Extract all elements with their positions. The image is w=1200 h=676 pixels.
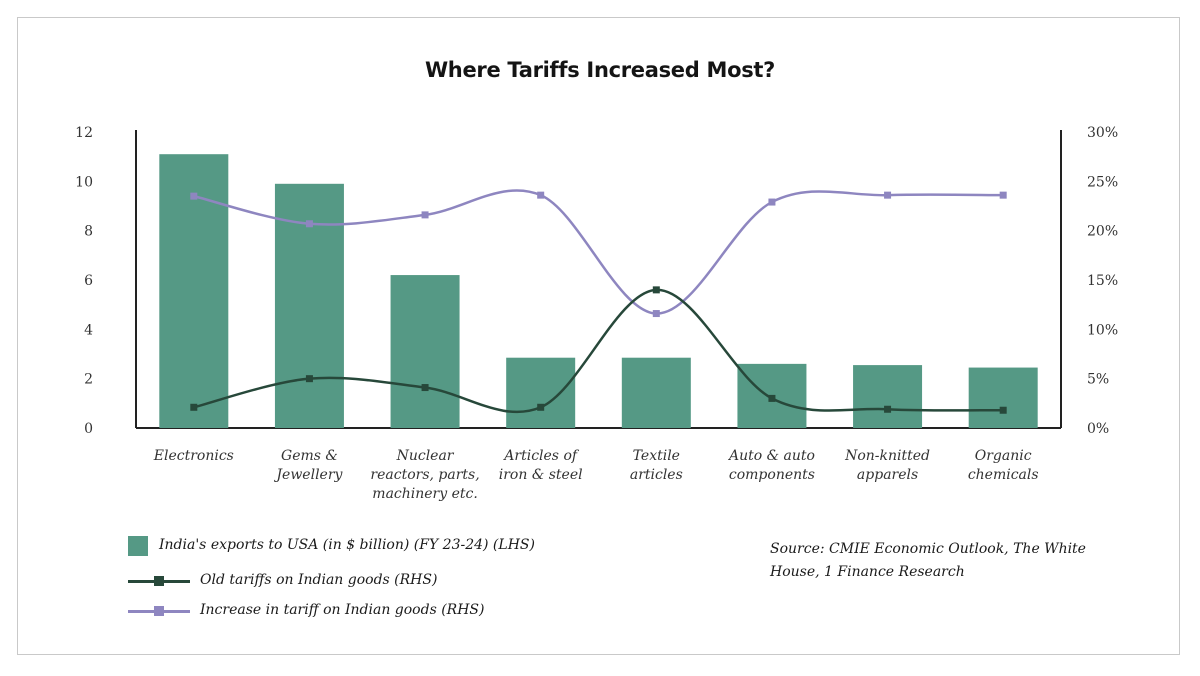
right-tick-label: 30% — [1087, 125, 1118, 141]
category-label: Electronics — [153, 448, 234, 464]
bar — [853, 365, 923, 428]
increase-tariff-point — [421, 211, 429, 219]
category-label: reactors, parts, — [370, 467, 479, 483]
category-label: Non-knitted — [844, 448, 930, 464]
category-label: components — [729, 467, 815, 483]
left-tick-label: 2 — [84, 372, 93, 388]
right-tick-label: 0% — [1087, 421, 1109, 437]
bar — [390, 275, 460, 428]
old-tariff-point — [999, 406, 1007, 414]
increase-tariff-point — [652, 310, 660, 318]
legend-label-exports: India's exports to USA (in $ billion) (F… — [159, 537, 535, 553]
category-label: Organic — [975, 448, 1032, 464]
old-tariff-line — [193, 288, 1004, 414]
category-label: Auto & auto — [727, 448, 815, 464]
right-tick-label: 5% — [1087, 372, 1109, 388]
increase-tariff-line — [193, 189, 1004, 315]
old-tariff-point — [190, 403, 198, 411]
old-tariff-point — [537, 403, 545, 411]
legend: India's exports to USA (in $ billion) (F… — [128, 535, 688, 635]
category-label: Gems & — [281, 448, 338, 464]
left-tick-label: 4 — [84, 322, 93, 338]
legend-old-tariff-swatch — [128, 576, 190, 586]
bar — [968, 367, 1038, 428]
old-tariff-point — [421, 384, 429, 392]
legend-bar-swatch — [128, 536, 148, 556]
right-tick-label: 25% — [1087, 174, 1118, 190]
increase-tariff-point — [305, 220, 313, 228]
old-tariff-point — [305, 375, 313, 383]
right-tick-label: 10% — [1087, 322, 1118, 338]
category-label: articles — [630, 467, 683, 483]
legend-label-old-tariff: Old tariffs on Indian goods (RHS) — [200, 572, 438, 588]
category-label: iron & steel — [499, 467, 583, 483]
category-label: apparels — [857, 467, 918, 483]
left-tick-label: 8 — [84, 224, 93, 240]
category-label: Jewellery — [273, 467, 343, 483]
right-tick-label: 15% — [1087, 273, 1118, 289]
source-note: Source: CMIE Economic Outlook, The White… — [770, 541, 1086, 580]
legend-label-increase-tariff: Increase in tariff on Indian goods (RHS) — [200, 602, 485, 618]
old-tariff-point — [652, 286, 660, 294]
category-label: chemicals — [968, 467, 1039, 483]
legend-increase-tariff-swatch — [128, 606, 190, 616]
left-tick-label: 0 — [84, 421, 93, 437]
old-tariff-point — [768, 394, 776, 402]
bar — [506, 357, 576, 428]
category-label: Nuclear — [396, 448, 455, 464]
increase-tariff-point — [537, 191, 545, 199]
left-tick-label: 12 — [75, 125, 93, 141]
old-tariff-point — [884, 405, 892, 413]
bar — [159, 154, 229, 428]
category-label: Textile — [633, 448, 680, 464]
bar — [621, 357, 691, 428]
category-label: machinery etc. — [372, 486, 478, 502]
right-tick-label: 20% — [1087, 224, 1118, 240]
chart-title: Where Tariffs Increased Most? — [424, 58, 776, 82]
increase-tariff-point — [999, 191, 1007, 199]
category-label: Articles of — [502, 448, 580, 464]
increase-tariff-point — [768, 198, 776, 206]
left-tick-label: 6 — [84, 273, 93, 289]
increase-tariff-point — [884, 191, 892, 199]
increase-tariff-point — [190, 192, 198, 200]
left-tick-label: 10 — [75, 174, 93, 190]
